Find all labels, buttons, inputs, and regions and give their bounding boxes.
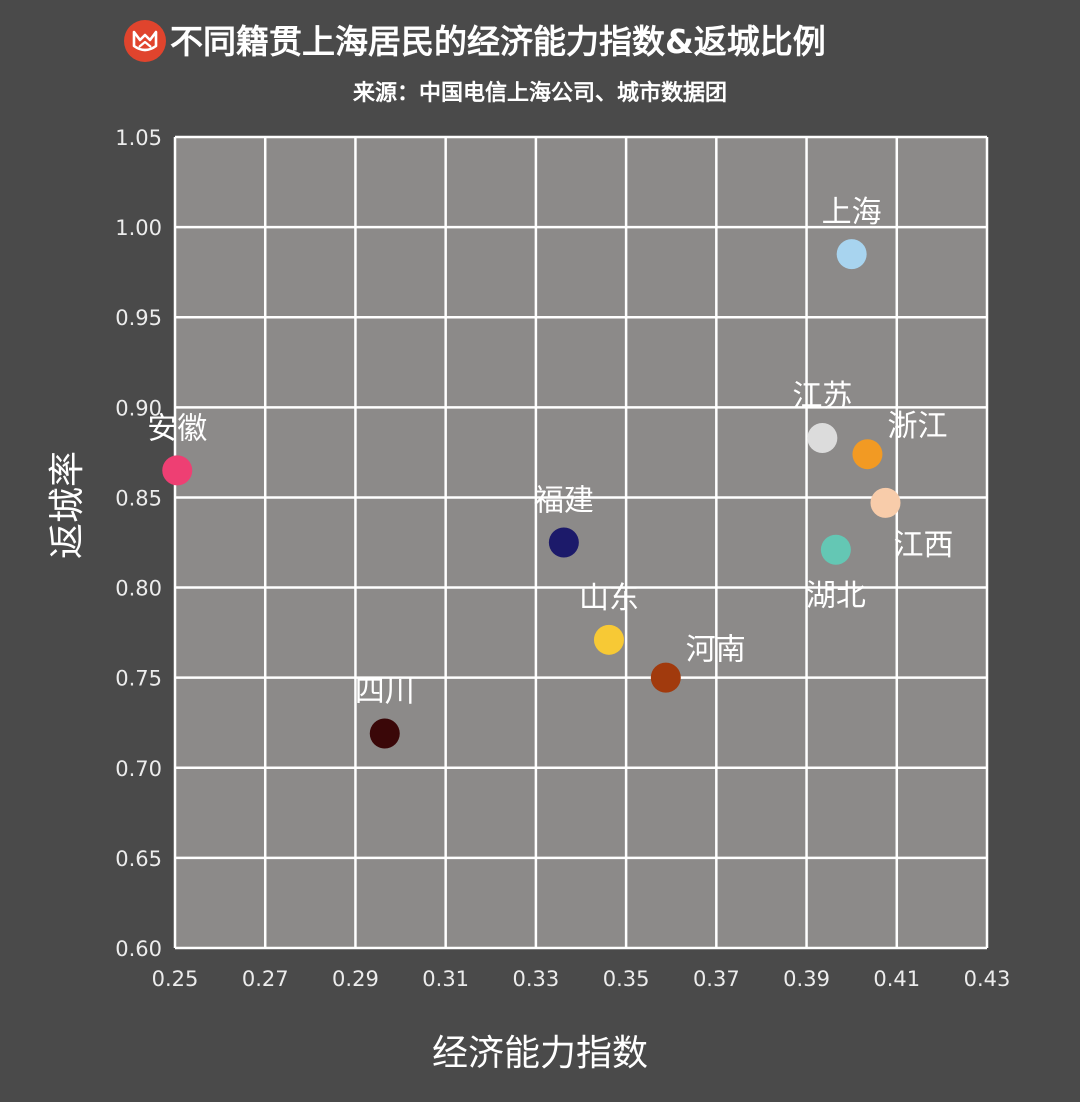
- x-tick-label: 0.31: [422, 967, 469, 991]
- y-tick-label: 0.90: [115, 396, 162, 420]
- point-label: 江苏: [792, 379, 852, 414]
- point-marker: [162, 455, 193, 486]
- y-tick-label: 0.65: [115, 847, 162, 871]
- point-label: 浙江: [887, 409, 947, 444]
- chart-title: 不同籍贯上海居民的经济能力指数&返城比例: [170, 22, 826, 61]
- point-marker: [820, 534, 851, 565]
- data-point: 浙江: [852, 409, 947, 470]
- y-tick-label: 1.05: [115, 126, 162, 150]
- data-point: 江苏: [792, 379, 852, 453]
- data-point: 安徽: [147, 411, 207, 486]
- point-marker: [836, 239, 867, 270]
- fox-logo-icon: [124, 20, 166, 62]
- point-label: 福建: [534, 484, 594, 519]
- x-tick-label: 0.35: [603, 967, 650, 991]
- data-point: 江西: [870, 487, 954, 563]
- point-label: 湖北: [806, 579, 866, 614]
- axis-ticks: 0.25 0.27 0.29 0.31 0.33 0.35 0.37 0.39 0.41 0.43…: [115, 126, 1010, 991]
- point-label: 山东: [579, 581, 639, 616]
- chart-subtitle: 来源：中国电信上海公司、城市数据团: [352, 81, 727, 106]
- point-marker: [807, 422, 838, 453]
- y-tick-label: 0.60: [115, 937, 162, 961]
- y-tick-label: 0.85: [115, 486, 162, 510]
- data-point: 上海: [822, 195, 882, 270]
- y-tick-label: 0.95: [115, 306, 162, 330]
- y-axis-label: 返城率: [47, 451, 88, 560]
- point-marker: [870, 487, 901, 518]
- point-marker: [593, 624, 624, 655]
- chart-header: 不同籍贯上海居民的经济能力指数&返城比例 来源：中国电信上海公司、城市数据团: [0, 0, 1080, 125]
- point-label: 江西: [894, 528, 954, 563]
- y-tick-label: 0.80: [115, 577, 162, 601]
- x-tick-label: 0.41: [873, 967, 920, 991]
- plot-area: [175, 137, 987, 948]
- x-tick-label: 0.37: [693, 967, 740, 991]
- x-tick-label: 0.39: [783, 967, 830, 991]
- point-marker: [369, 718, 400, 749]
- y-tick-label: 0.75: [115, 667, 162, 691]
- data-point: 山东: [579, 581, 639, 655]
- point-label: 河南: [686, 633, 746, 668]
- x-tick-label: 0.27: [242, 967, 289, 991]
- point-label: 上海: [822, 195, 882, 230]
- grid: [173, 135, 989, 950]
- x-tick-label: 0.25: [152, 967, 199, 991]
- y-tick-label: 0.70: [115, 757, 162, 781]
- data-point: 河南: [650, 633, 746, 693]
- point-marker: [548, 527, 579, 558]
- data-point: 湖北: [806, 534, 866, 614]
- x-tick-label: 0.33: [513, 967, 560, 991]
- point-marker: [650, 662, 681, 693]
- point-marker: [852, 439, 883, 470]
- point-label: 安徽: [147, 411, 207, 446]
- x-tick-label: 0.29: [332, 967, 379, 991]
- data-point: 四川: [355, 675, 415, 749]
- x-tick-label: 0.43: [964, 967, 1011, 991]
- point-label: 四川: [355, 675, 415, 710]
- y-tick-label: 1.00: [115, 216, 162, 240]
- x-axis-label: 经济能力指数: [431, 1033, 648, 1074]
- data-point: 福建: [534, 484, 594, 558]
